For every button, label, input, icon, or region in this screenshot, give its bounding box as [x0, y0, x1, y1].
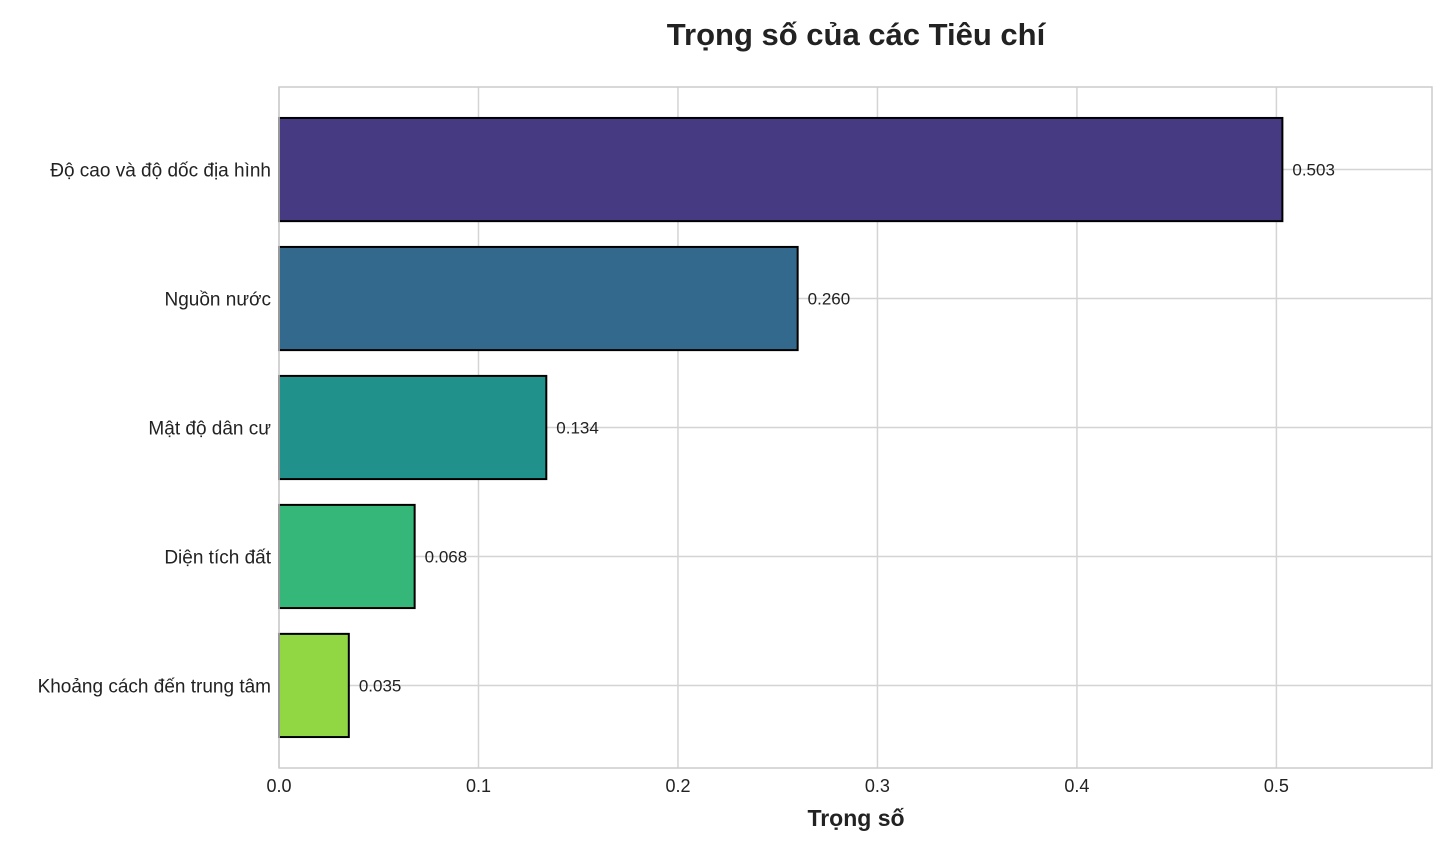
x-tick-label: 0.5 [1264, 776, 1289, 796]
bar [278, 503, 416, 610]
bar [278, 116, 1284, 223]
bar-value-labels: 0.503 0.260 0.134 0.068 0.035 [359, 161, 1335, 696]
plot-frame [278, 86, 1433, 769]
bar-value-label: 0.260 [808, 290, 851, 309]
y-category-labels: Độ cao và độ dốc địa hình Nguồn nước Mật đ… [38, 161, 272, 698]
y-category-label: Độ cao và độ dốc địa hình [50, 161, 271, 182]
y-category-label: Diện tích đất [164, 547, 271, 568]
x-tick-label: 0.0 [266, 776, 291, 796]
bar-value-label: 0.503 [1292, 161, 1335, 180]
x-tick-label: 0.3 [865, 776, 890, 796]
x-tick-labels: 0.0 0.1 0.2 0.3 0.4 0.5 [266, 776, 1288, 796]
bar [278, 245, 799, 352]
x-tick-label: 0.4 [1064, 776, 1089, 796]
bar-value-label: 0.134 [556, 419, 599, 438]
bar [278, 632, 350, 739]
chart-title: Trọng số của các Tiêu chí [667, 17, 1047, 52]
y-category-label: Mật độ dân cư [148, 419, 271, 440]
bar-value-label: 0.068 [425, 547, 468, 566]
x-axis-label: Trọng số [807, 805, 904, 831]
y-category-label: Khoảng cách đến trung tâm [38, 676, 271, 697]
x-tick-label: 0.2 [665, 776, 690, 796]
bar [278, 374, 548, 481]
y-category-label: Nguồn nước [164, 290, 271, 311]
x-tick-label: 0.1 [466, 776, 491, 796]
bar-value-label: 0.035 [359, 676, 402, 695]
